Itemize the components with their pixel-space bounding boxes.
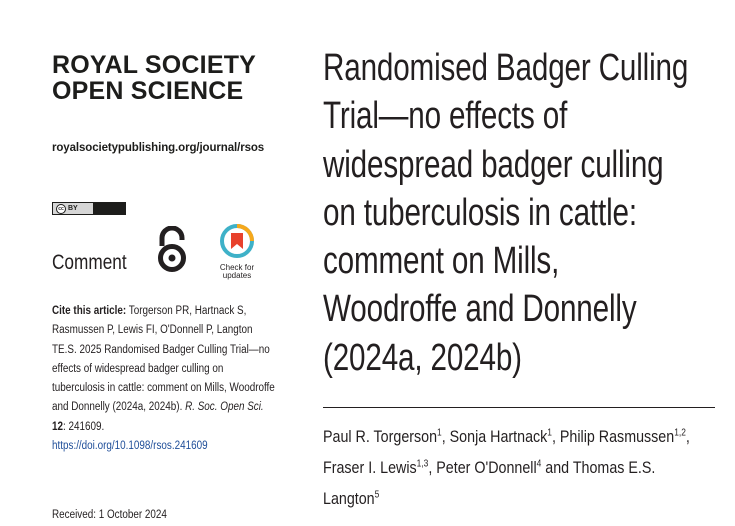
article-type: Comment	[52, 251, 127, 274]
citation-journal: R. Soc. Open Sci.	[185, 401, 264, 414]
journal-name-line1: ROYAL SOCIETY	[52, 51, 257, 79]
author-name[interactable]: Philip Rasmussen	[559, 427, 675, 446]
author-name[interactable]: Peter O'Donnell	[436, 458, 537, 477]
citation-volume: 12	[52, 420, 64, 433]
author-name[interactable]: Thomas E.S. Langton	[323, 458, 656, 508]
author-name[interactable]: Sonja Hartnack	[449, 427, 548, 446]
doi-link[interactable]: https://doi.org/10.1098/rsos.241609	[52, 440, 208, 453]
cc-by-label: BY	[68, 205, 78, 212]
citation-article-no: : 241609.	[63, 420, 105, 433]
title-divider	[323, 407, 715, 408]
crossmark-icon	[220, 224, 254, 258]
author-list: Paul R. Torgerson1, Sonja Hartnack1, Phi…	[323, 421, 709, 514]
author-separator: ,	[685, 427, 690, 446]
citation-block: Cite this article: Torgerson PR, Hartnac…	[52, 302, 276, 456]
cc-badge-left: cc BY	[53, 203, 93, 214]
cc-icon: cc	[56, 203, 66, 214]
author-affiliation: 1	[437, 427, 442, 439]
author-affiliation: 1,2	[674, 427, 686, 439]
article-title: Randomised Badger Culling Trial—no effec…	[323, 47, 689, 379]
author-affiliation: 1	[547, 427, 552, 439]
author-separator: ,	[441, 427, 450, 446]
author-separator: ,	[551, 427, 560, 446]
received-date: Received: 1 October 2024	[52, 509, 167, 521]
journal-name: ROYAL SOCIETY OPEN SCIENCE	[52, 52, 292, 104]
cc-badge-right	[93, 203, 125, 214]
journal-url-link[interactable]: royalsocietypublishing.org/journal/rsos	[52, 142, 265, 154]
open-access-icon	[156, 225, 188, 279]
check-for-updates-line1: Check for	[219, 263, 255, 272]
author-affiliation: 1,3	[416, 458, 429, 470]
author-affiliation: 4	[536, 458, 542, 470]
author-affiliation: 5	[374, 489, 380, 501]
check-for-updates-line2: updates	[222, 271, 252, 280]
author-separator: ,	[428, 458, 437, 477]
check-for-updates-label: Check for updates	[216, 264, 258, 280]
citation-text: Torgerson PR, Hartnack S, Rasmussen P, L…	[52, 305, 275, 414]
author-name[interactable]: Fraser I. Lewis	[323, 458, 417, 477]
author-separator: and	[541, 458, 573, 477]
check-for-updates-button[interactable]: Check for updates	[216, 224, 258, 280]
journal-name-line2: OPEN SCIENCE	[52, 77, 244, 105]
cc-by-license-badge[interactable]: cc BY	[52, 202, 126, 215]
author-name[interactable]: Paul R. Torgerson	[323, 427, 438, 446]
citation-label: Cite this article:	[52, 305, 127, 317]
